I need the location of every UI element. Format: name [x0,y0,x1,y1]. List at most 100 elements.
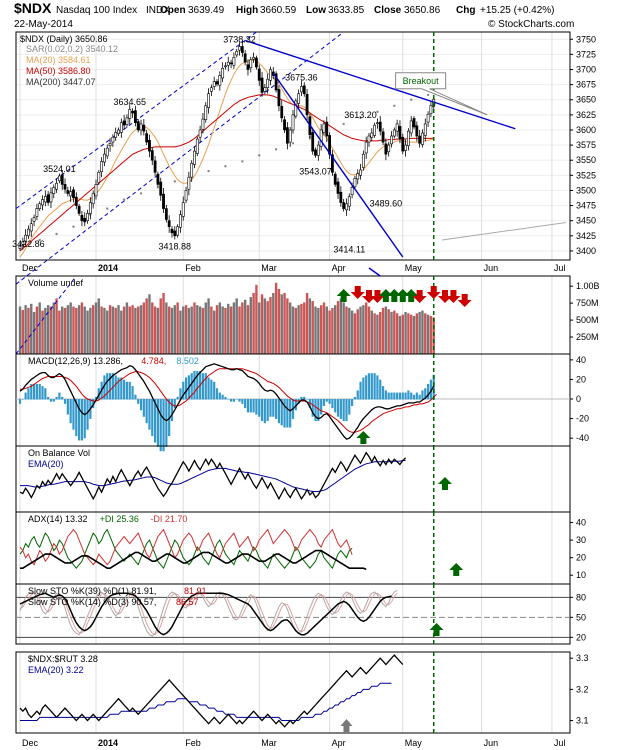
volume-bar [221,306,224,354]
macd-histogram-bar [24,392,27,400]
macd-histogram-bar [128,381,131,400]
volume-bar [94,302,98,354]
candle-body [370,132,374,138]
macd-histogram-bar [359,381,362,400]
macd-histogram-bar [415,392,418,400]
macd-histogram-bar [396,392,399,400]
candle-body [133,110,137,124]
volume-bar [44,307,47,354]
sar-dot [342,122,345,126]
volume-bar [159,298,162,354]
stoch39-k-line [19,592,392,636]
candle-body [221,67,225,79]
volume-bar [142,302,146,354]
watermark: © StockCharts.com [488,19,574,30]
price-x-label: Jun [484,263,499,273]
volume-bar [288,302,292,354]
macd-legend: 8.502 [176,356,199,366]
volume-axis-tick-label: 1.00B [576,281,600,291]
macd-histogram-bar [294,399,297,411]
candle-body [170,228,174,234]
macd-histogram-bar [32,383,36,400]
candle-body [63,184,67,190]
macd-histogram-bar [362,377,365,400]
macd-histogram-bar [351,399,354,406]
volume-bar [52,302,55,354]
open-label: Open [160,5,186,16]
macd-histogram-bar [229,399,233,402]
bottom-x-label: Jul [554,738,566,748]
macd-histogram-bar [142,399,145,417]
macd-histogram-bar [114,375,117,400]
price-annotation: 3422.86 [12,239,45,249]
stoch-legend: Slow STO %K(14) %D(3) 90.57, [28,597,156,607]
volume-bar [308,298,312,354]
price-annotation: 3418.88 [159,242,192,252]
macd-histogram-bar [277,399,281,424]
volume-bar [401,314,404,354]
macd-histogram-bar [404,392,407,400]
sar-dot [156,186,160,189]
sar-dot [426,93,430,97]
candle-body [378,121,382,132]
volume-bar [111,306,115,354]
volume-bar [387,309,390,354]
candle-body [361,153,365,168]
low-label: Low [306,5,326,16]
macd-histogram-bar [387,392,390,400]
volume-bar [390,311,393,354]
macd-histogram-bar [258,399,261,417]
chart-date: 22-May-2014 [14,19,73,30]
candle-body [218,75,222,86]
macd-histogram-bar [221,394,224,400]
volume-bar [145,298,148,354]
volume-bar [252,292,255,354]
candle-body [243,53,247,63]
volume-bar [331,307,334,354]
candle-body [285,127,289,144]
sar-dot [393,104,396,107]
macd-histogram-bar [44,388,47,400]
macd-histogram-bar [204,373,207,400]
sar-dot [55,232,58,236]
macd-histogram-bar [339,399,342,419]
volume-bar [49,306,53,354]
volume-bar [75,307,78,354]
volume-bar [77,305,81,354]
candle-body [207,93,210,108]
candle-body [215,81,219,85]
volume-bar [173,305,176,354]
price-legend: MA(20) 3584.61 [26,55,91,65]
candle-body [164,208,168,220]
volume-bar [286,298,289,354]
candle-body [274,73,278,91]
volume-bar [255,284,258,354]
volume-bar [114,307,117,354]
macd-histogram-bar [213,381,216,400]
chart-header: $NDX Nasdaq 100 Index INDX Open 3639.49 … [14,0,574,30]
candle-body [305,93,309,116]
macd-axis-tick-label: -40 [576,433,589,443]
volume-bar [356,309,359,354]
volume-bar [283,292,286,354]
volume-up-arrow [395,289,410,302]
macd-histogram-bar [111,373,114,400]
candle-body [136,121,140,131]
volume-bar [89,307,92,354]
macd-histogram-bar [58,392,61,400]
volume-bar [260,294,264,354]
candle-body [24,234,28,242]
candle-body [159,181,163,196]
candle-body [277,89,281,107]
candle-body [297,93,301,104]
volume-bar [170,307,174,354]
bottom-x-label: 2014 [98,738,118,748]
candle-body [381,131,385,143]
candle-body [409,120,413,134]
macd-histogram-bar [300,396,303,400]
macd-histogram-bar [49,399,53,402]
volume-bar [350,310,354,354]
macd-histogram-bar [193,371,196,400]
volume-bar [196,305,199,354]
